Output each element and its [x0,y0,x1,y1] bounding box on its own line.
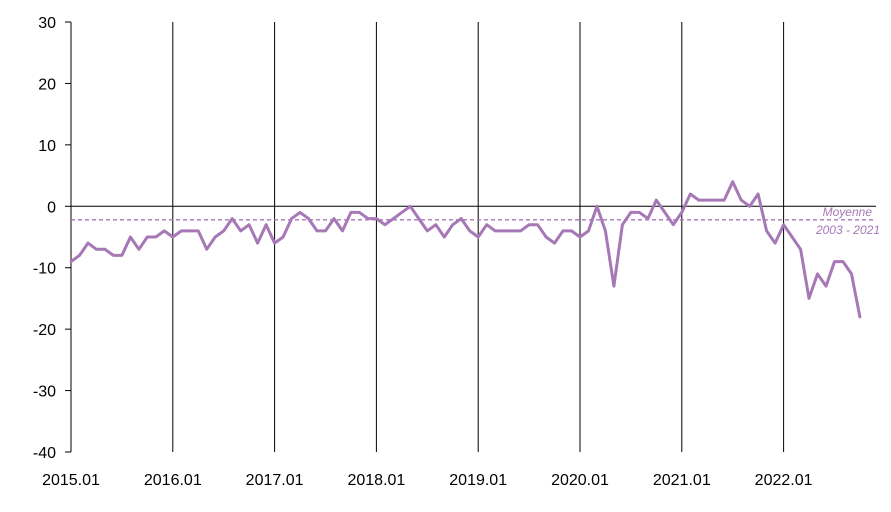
y-tick-label: 30 [38,15,56,32]
x-tick-label: 2018.01 [347,472,405,489]
x-tick-label: 2015.01 [42,472,100,489]
series-line-0 [69,180,862,319]
y-tick-label: -30 [33,384,56,401]
annotation-group: Moyenne 2003 - 2021 [815,205,880,237]
series-group [69,180,862,319]
y-tick-label: -20 [33,322,56,339]
reference-label-line2: 2003 - 2021 [815,223,880,237]
y-tick-label: 0 [47,199,56,216]
y-tick-label: 10 [38,138,56,155]
y-tick-label: 20 [38,76,56,93]
axes [65,21,876,453]
y-tick-labels: 30 20 10 0 -10 -20 -30 -40 [33,15,56,462]
x-tick-label: 2022.01 [755,472,813,489]
x-tick-label: 2016.01 [144,472,202,489]
reference-label-line1: Moyenne [823,205,873,219]
x-tick-label: 2019.01 [449,472,507,489]
x-tick-label: 2017.01 [246,472,304,489]
x-tick-labels: 2015.01 2016.01 2017.01 2018.01 2019.01 2020.… [42,472,813,489]
x-tick-label: 2020.01 [551,472,609,489]
y-tick-label: -10 [33,261,56,278]
x-tick-label: 2021.01 [653,472,711,489]
y-tick-label: -40 [33,445,56,462]
